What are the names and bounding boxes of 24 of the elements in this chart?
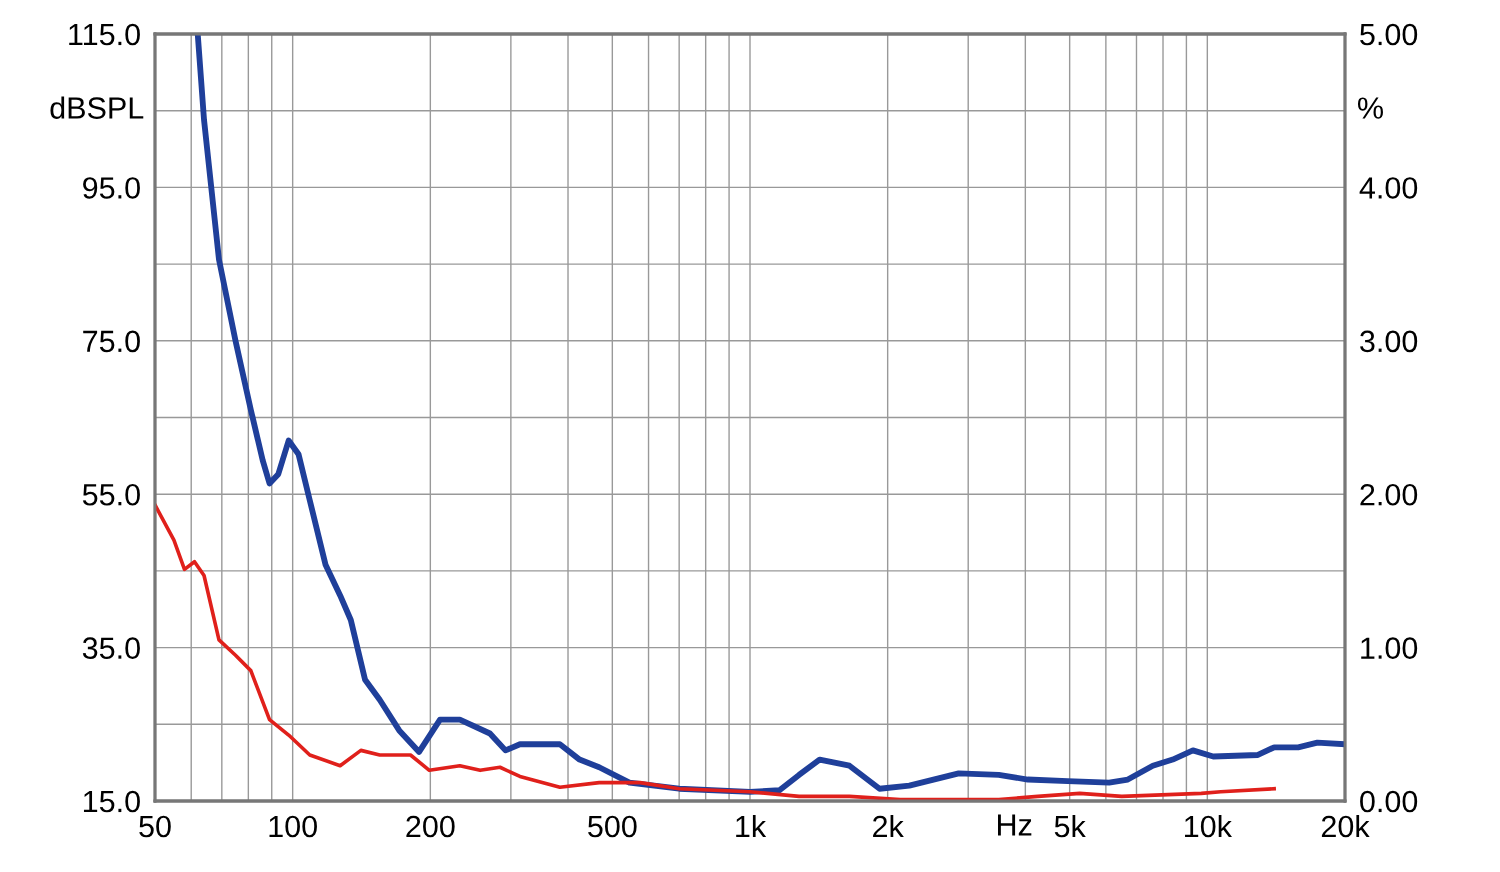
x-tick-label: 2k — [873, 814, 904, 838]
y2-tick-label: 4.00 — [1359, 177, 1418, 199]
y2-tick-label: 0.00 — [1360, 790, 1418, 813]
y-tick-label: 15.0 — [83, 790, 140, 813]
x-axis-title: Hz — [998, 814, 1032, 836]
y-axis-title: dBSPL — [50, 96, 144, 119]
x-tick-label: 1k — [736, 814, 767, 838]
y2-tick-label: 5.00 — [1360, 23, 1418, 46]
y2-axis-title: % — [1357, 97, 1383, 119]
x-tick-label: 10k — [1185, 814, 1233, 838]
y-tick-label: 55.0 — [82, 483, 140, 506]
x-tick-label: 50 — [139, 815, 171, 838]
y-tick-label: 75.0 — [83, 330, 140, 353]
y-tick-label: 115.0 — [69, 23, 140, 46]
x-tick-label: 20k — [1321, 814, 1370, 838]
y2-tick-label: 2.00 — [1360, 483, 1418, 506]
y-tick-label: 95.0 — [83, 177, 140, 199]
y2-tick-label: 3.00 — [1360, 330, 1418, 353]
y-tick-label: 35.0 — [82, 637, 140, 659]
x-tick-label: 500 — [588, 815, 637, 838]
x-tick-label: 100 — [269, 815, 317, 838]
x-tick-label: 5k — [1054, 814, 1086, 838]
x-tick-label: 200 — [406, 815, 455, 838]
y2-tick-label: 1.00 — [1361, 637, 1418, 659]
